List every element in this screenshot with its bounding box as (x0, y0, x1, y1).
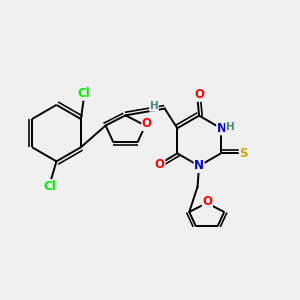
Text: S: S (239, 147, 248, 160)
Text: Cl: Cl (78, 87, 90, 100)
Text: O: O (142, 118, 152, 130)
Text: O: O (155, 158, 165, 171)
Text: N: N (217, 122, 227, 135)
Text: H: H (226, 122, 234, 132)
Text: O: O (202, 195, 212, 208)
Text: Cl: Cl (43, 180, 56, 193)
Text: H: H (150, 101, 158, 111)
Text: O: O (194, 88, 204, 101)
Text: N: N (194, 159, 204, 172)
